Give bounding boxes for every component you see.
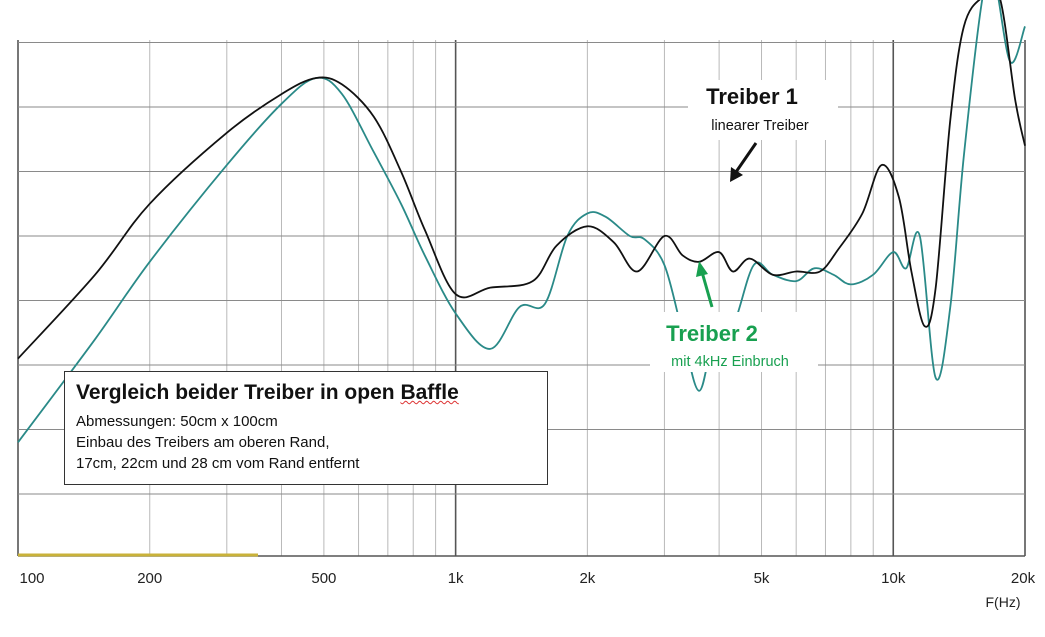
info-box: Vergleich beider Treiber in open Baffle …: [64, 371, 548, 485]
x-tick-label: 1k: [448, 570, 464, 587]
annotation-treiber-1-title: Treiber 1: [706, 84, 798, 109]
x-tick-label: 200: [137, 570, 162, 587]
annotation-treiber-1-background: [688, 80, 838, 140]
info-box-title: Vergleich beider Treiber in open Baffle: [76, 380, 537, 406]
x-axis-unit-label: F(Hz): [986, 594, 1021, 610]
x-tick-label: 5k: [754, 570, 770, 587]
x-tick-label: 10k: [881, 570, 906, 587]
info-box-title-text: Vergleich beider Treiber in open: [76, 381, 401, 404]
x-tick-label: 2k: [579, 570, 595, 587]
annotation-treiber-2-subtitle: mit 4kHz Einbruch: [671, 354, 789, 370]
x-tick-label: 20k: [1011, 570, 1036, 587]
x-tick-labels: 100 200 500 1k 2k 5k 10k 20k: [19, 570, 1035, 587]
annotation-treiber-2: Treiber 2 mit 4kHz Einbruch: [650, 261, 818, 372]
info-box-title-text-underlined: Baffle: [400, 381, 459, 404]
annotation-treiber-1: Treiber 1 linearer Treiber: [688, 80, 838, 182]
annotation-treiber-2-background: [650, 312, 818, 372]
arrow-treiber-2-icon: [696, 261, 714, 308]
arrow-treiber-1-icon: [730, 142, 758, 182]
info-box-line-2: Einbau des Treibers am oberen Rand,: [76, 434, 330, 451]
x-tick-label: 100: [19, 570, 44, 587]
annotation-treiber-1-subtitle: linearer Treiber: [711, 118, 809, 134]
grid: [17, 40, 1026, 557]
x-tick-label: 500: [311, 570, 336, 587]
info-box-line-3: 17cm, 22cm und 28 cm vom Rand entfernt: [76, 455, 360, 472]
annotation-treiber-2-title: Treiber 2: [666, 321, 758, 346]
info-box-line-1: Abmessungen: 50cm x 100cm: [76, 413, 278, 430]
